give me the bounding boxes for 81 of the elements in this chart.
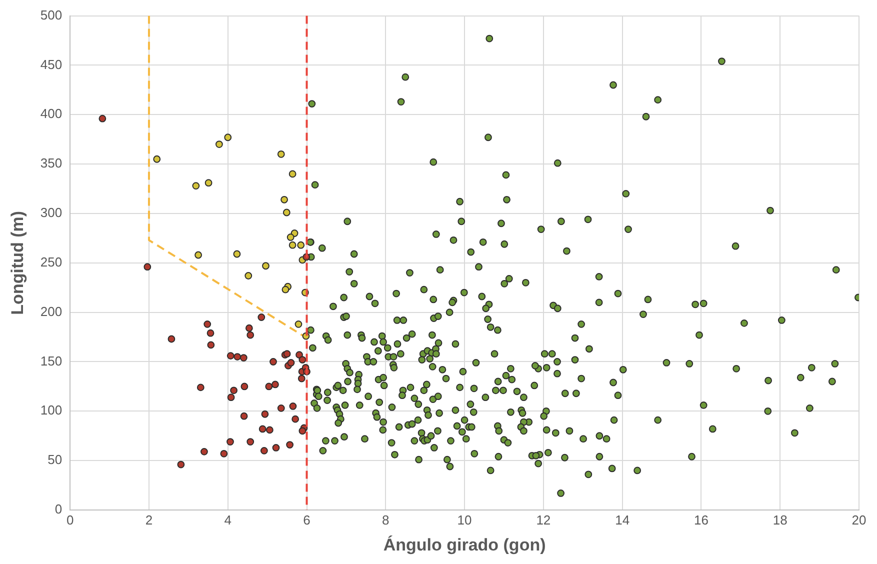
- x-tick-label: 14: [615, 512, 630, 528]
- point: [292, 415, 300, 423]
- y-tick-label: 450: [40, 56, 62, 72]
- point: [265, 382, 273, 390]
- x-tick-label: 2: [145, 512, 153, 528]
- x-tick-label: 18: [772, 512, 788, 528]
- point: [245, 324, 253, 332]
- point: [224, 134, 232, 142]
- point: [288, 170, 296, 178]
- point: [240, 412, 248, 420]
- y-tick-label: 200: [40, 304, 62, 319]
- x-tick-label: 0: [66, 512, 74, 528]
- point: [220, 450, 228, 458]
- x-tick-label: 10: [457, 512, 472, 528]
- point: [246, 438, 254, 446]
- point: [262, 262, 270, 270]
- point: [168, 335, 176, 343]
- point: [298, 374, 306, 382]
- x-axis-title: Ángulo girado (gon): [383, 534, 546, 554]
- x-tick-label: 4: [224, 512, 232, 528]
- point: [234, 353, 242, 360]
- x-tick-label: 6: [303, 512, 310, 528]
- point: [289, 402, 297, 410]
- point: [204, 179, 212, 187]
- y-tick-label: 250: [40, 254, 62, 270]
- point: [287, 359, 295, 366]
- x-tick-label: 8: [382, 512, 390, 528]
- point: [277, 150, 285, 158]
- point: [207, 341, 215, 349]
- point: [298, 427, 306, 435]
- point: [258, 425, 266, 433]
- point: [244, 272, 252, 280]
- point: [266, 426, 274, 434]
- x-tick-label: 12: [536, 512, 551, 528]
- point: [260, 446, 268, 454]
- y-tick-label: 500: [40, 7, 62, 22]
- point: [277, 404, 285, 412]
- point: [144, 263, 152, 271]
- point: [261, 410, 269, 418]
- point: [298, 356, 306, 364]
- point: [200, 448, 208, 456]
- point: [192, 182, 200, 190]
- point: [226, 438, 234, 446]
- point: [194, 251, 202, 259]
- point: [240, 382, 248, 390]
- x-tick-label: 16: [694, 512, 708, 528]
- x-tick-label: 20: [852, 512, 866, 528]
- point: [288, 241, 296, 249]
- y-axis-title: Longitud (m): [8, 210, 27, 315]
- point: [98, 114, 106, 122]
- y-tick-label: 100: [40, 402, 62, 418]
- point: [272, 380, 279, 388]
- point: [280, 196, 288, 204]
- point: [286, 441, 294, 448]
- point: [272, 444, 280, 452]
- y-tick-label: 150: [40, 353, 62, 368]
- point: [294, 320, 302, 328]
- point: [296, 351, 303, 359]
- point: [240, 354, 248, 362]
- point: [227, 394, 235, 402]
- y-tick-label: 0: [54, 502, 62, 517]
- point: [297, 241, 305, 249]
- point: [230, 386, 238, 394]
- point: [196, 384, 204, 392]
- point: [226, 352, 234, 360]
- point: [153, 155, 161, 163]
- point: [233, 250, 241, 258]
- y-tick-label: 400: [40, 106, 62, 122]
- point: [215, 140, 223, 148]
- point: [177, 460, 185, 468]
- y-tick-label: 350: [40, 156, 62, 171]
- point: [206, 329, 214, 337]
- point: [258, 314, 266, 321]
- point: [204, 320, 212, 328]
- y-tick-label: 300: [40, 205, 62, 220]
- point: [286, 234, 294, 241]
- point: [246, 331, 254, 339]
- point: [282, 286, 290, 294]
- y-tick-label: 50: [48, 452, 62, 468]
- point: [270, 358, 277, 366]
- point: [282, 208, 290, 216]
